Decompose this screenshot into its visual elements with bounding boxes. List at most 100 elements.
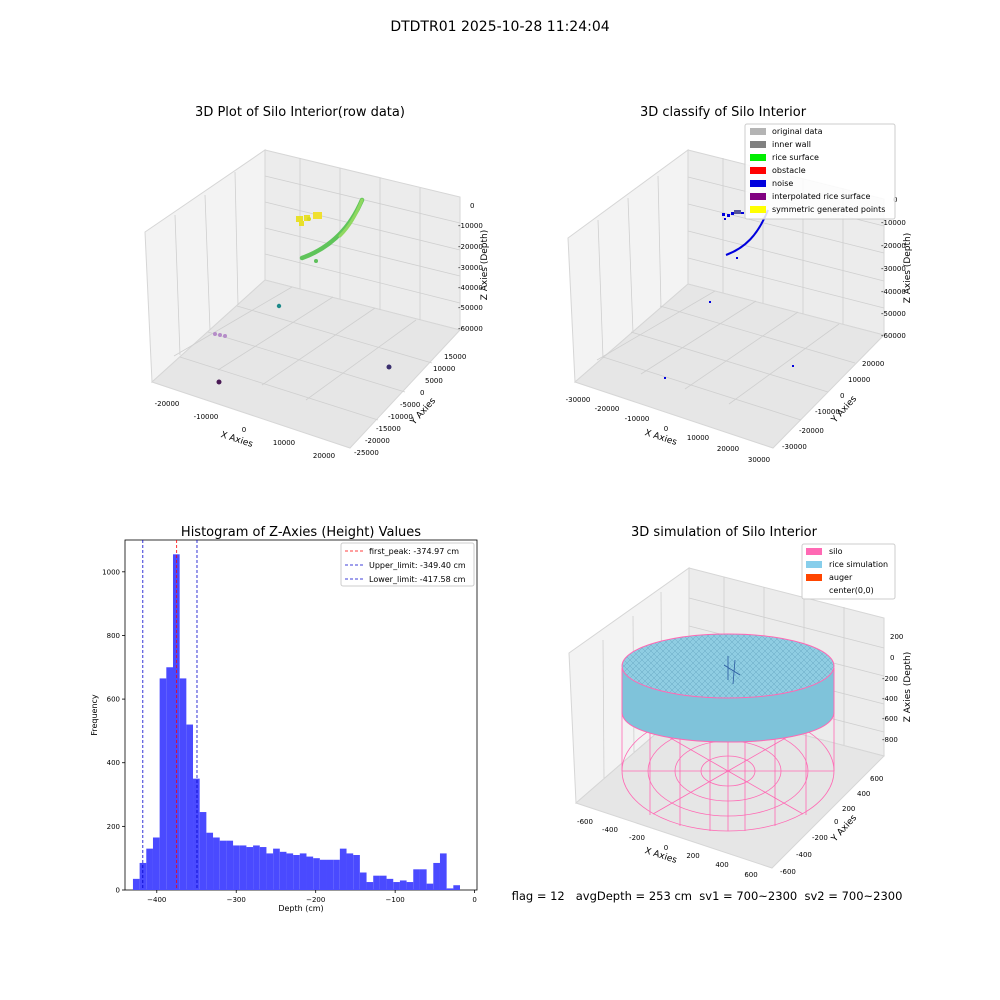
histogram-bar xyxy=(346,853,354,890)
histogram-bar xyxy=(159,678,167,890)
panel-classify-3d: 3D classify of Silo Interior -30000 -200… xyxy=(566,105,913,464)
histogram-bar xyxy=(206,832,214,890)
y-tick-label: -10000 xyxy=(815,408,840,416)
histogram-bar xyxy=(152,837,160,890)
legend-label: obstacle xyxy=(772,166,806,175)
panel-histogram-title: Histogram of Z-Axies (Height) Values xyxy=(181,525,421,540)
data-point xyxy=(218,333,222,337)
histogram-bar xyxy=(393,882,400,890)
y-tick-label: 20000 xyxy=(862,360,884,368)
legend-box xyxy=(744,123,896,220)
z-tick-label: -10000 xyxy=(458,222,483,230)
y-tick-label: 600 xyxy=(107,696,120,704)
x-ticks: −400 −300 −200 −100 0 xyxy=(147,890,477,904)
data-point xyxy=(314,259,318,263)
x-tick-label: 600 xyxy=(744,871,757,879)
z-tick-label: -40000 xyxy=(881,288,906,296)
classify-legend: original data inner wall rice surface ob… xyxy=(744,123,896,220)
point-cluster xyxy=(296,212,322,226)
histogram-bar xyxy=(279,851,287,890)
legend-swatch-rice-simulation xyxy=(806,561,822,568)
x-tick-label: 30000 xyxy=(748,456,770,464)
histogram-bar xyxy=(353,855,360,890)
histogram-bar xyxy=(166,667,173,890)
histogram-bar xyxy=(446,888,454,890)
y-tick-label: 0 xyxy=(116,887,120,895)
x-tick-label: −300 xyxy=(227,896,246,904)
simulation-legend: silo rice simulation auger center(0,0) xyxy=(801,543,896,600)
histogram-bar xyxy=(146,848,153,890)
y-tick-label: 200 xyxy=(107,823,120,831)
y-tick-label: -15000 xyxy=(376,425,401,433)
z-tick-label: 0 xyxy=(470,202,474,210)
z-tick-label: -400 xyxy=(882,695,898,703)
x-tick-label: 20000 xyxy=(313,452,335,460)
z-tick-label: -20000 xyxy=(458,243,483,251)
legend-swatch-inner-wall xyxy=(750,141,766,148)
legend-label: auger xyxy=(829,573,853,582)
histogram-bar xyxy=(406,882,414,890)
histogram-bar xyxy=(453,885,460,890)
z-tick-label: -10000 xyxy=(881,219,906,227)
legend-label: interpolated rice surface xyxy=(772,192,870,201)
auger-center-marker xyxy=(723,656,741,685)
histogram-bar xyxy=(226,840,234,890)
x-tick-label: 200 xyxy=(686,852,699,860)
reference-lines xyxy=(142,540,198,890)
histogram-bar xyxy=(213,837,220,890)
z-tick-label: -60000 xyxy=(881,332,906,340)
x-tick-label: 10000 xyxy=(687,434,709,442)
obstacle-points xyxy=(734,210,741,214)
x-tick-label: -400 xyxy=(602,826,618,834)
panel-raw-title: 3D Plot of Silo Interior(row data) xyxy=(195,105,405,120)
histogram-bar xyxy=(373,875,380,890)
noise-points xyxy=(664,212,794,379)
y-tick-label: 800 xyxy=(107,632,120,640)
z-axis-label: Z Axies (Depth) xyxy=(480,230,490,301)
legend-swatch-original-data xyxy=(750,128,766,135)
y-tick-label: -10000 xyxy=(388,413,413,421)
x-tick-label: -200 xyxy=(629,834,645,842)
histogram-bar xyxy=(386,878,394,890)
y-tick-label: 400 xyxy=(857,790,870,798)
x-tick-label: -20000 xyxy=(595,405,620,413)
z-tick-label: -50000 xyxy=(881,310,906,318)
z-tick-label: -600 xyxy=(882,715,898,723)
histogram-bar xyxy=(286,853,294,890)
legend-label: rice simulation xyxy=(829,560,888,569)
z-axis-label: Z Axies (Depth) xyxy=(903,652,913,723)
y-tick-label: 0 xyxy=(420,389,424,397)
z-tick-label: -30000 xyxy=(881,265,906,273)
histogram-bar xyxy=(259,847,267,890)
y-tick-label: -600 xyxy=(780,868,796,876)
histogram-bar xyxy=(339,848,347,890)
legend-label: rice surface xyxy=(772,153,819,162)
x-tick-label: 400 xyxy=(715,861,728,869)
histogram-bar xyxy=(233,845,240,890)
figure-title: DTDTR01 2025-10-28 11:24:04 xyxy=(390,19,609,35)
y-tick-label: -400 xyxy=(796,851,812,859)
y-ticks: 0 200 400 600 800 1000 xyxy=(102,568,125,895)
y-tick-label: 10000 xyxy=(848,376,870,384)
histogram-bar xyxy=(306,856,314,890)
histogram-bar xyxy=(413,869,420,890)
z-tick-label: -30000 xyxy=(458,264,483,272)
histogram-bar xyxy=(199,812,207,890)
floor-pane xyxy=(151,279,461,449)
y-tick-label: -200 xyxy=(812,834,828,842)
histogram-bar xyxy=(273,848,280,890)
rice-simulation-surface xyxy=(621,633,835,743)
legend-label: first_peak: -374.97 cm xyxy=(369,547,459,556)
panel-simulation-3d: 3D simulation of Silo Interior xyxy=(568,525,913,879)
panel-histogram: Histogram of Z-Axies (Height) Values −40… xyxy=(90,525,478,913)
y-tick-label: 400 xyxy=(107,759,120,767)
y-axis-label: Frequency xyxy=(90,694,99,736)
floor-pane xyxy=(574,283,885,449)
data-point xyxy=(386,364,392,370)
rice-surface-arc-highlight xyxy=(338,198,364,238)
x-tick-label: 0 xyxy=(664,844,668,852)
x-tick-label: 0 xyxy=(472,896,476,904)
histogram-bar xyxy=(366,882,374,890)
panel-raw-3d: 3D Plot of Silo Interior(row data) -2000… xyxy=(144,105,490,460)
